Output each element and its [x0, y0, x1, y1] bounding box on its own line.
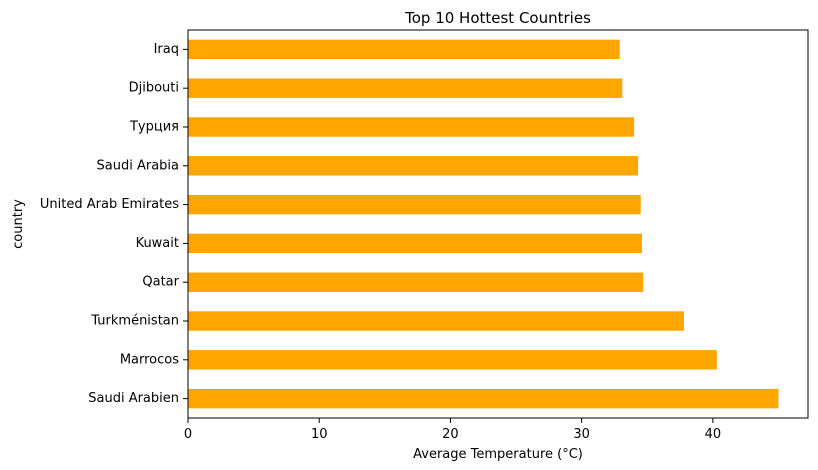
bar — [188, 233, 643, 254]
y-tick-label: United Arab Emirates — [40, 197, 179, 212]
plot-frame — [187, 29, 809, 419]
bar — [188, 388, 779, 409]
x-tick-label: 10 — [311, 427, 328, 442]
y-tick-label: Iraq — [154, 42, 179, 57]
x-tick-label: 40 — [705, 427, 722, 442]
y-tick-label: Marrocos — [120, 352, 179, 367]
bar — [188, 117, 635, 137]
bar — [188, 350, 717, 370]
y-tick-label: Qatar — [142, 275, 179, 290]
x-axis-ticks: 0 10 20 30 40 — [184, 418, 721, 442]
x-tick-label: 30 — [573, 427, 590, 442]
bar — [188, 272, 644, 292]
bar — [188, 156, 639, 176]
y-tick-label: Djibouti — [129, 81, 179, 96]
bars — [188, 39, 779, 409]
x-axis-label: Average Temperature (°C) — [413, 447, 583, 462]
chart-title: Top 10 Hottest Countries — [404, 9, 591, 27]
y-tick-label: Kuwait — [136, 236, 179, 251]
bar — [188, 311, 684, 331]
y-tick-label: Турция — [129, 120, 179, 135]
x-tick-label: 20 — [442, 427, 459, 442]
x-tick-label: 0 — [184, 427, 192, 442]
bar — [188, 39, 620, 60]
bar — [188, 78, 623, 98]
y-tick-label: Turkménistan — [90, 314, 179, 329]
y-axis-label: country — [11, 199, 26, 249]
y-axis-ticks: Saudi Arabien Marrocos Turkménistan Qatar Ku… — [40, 42, 188, 406]
y-tick-label: Saudi Arabia — [97, 158, 180, 173]
y-tick-label: Saudi Arabien — [88, 391, 179, 406]
bar — [188, 194, 641, 215]
